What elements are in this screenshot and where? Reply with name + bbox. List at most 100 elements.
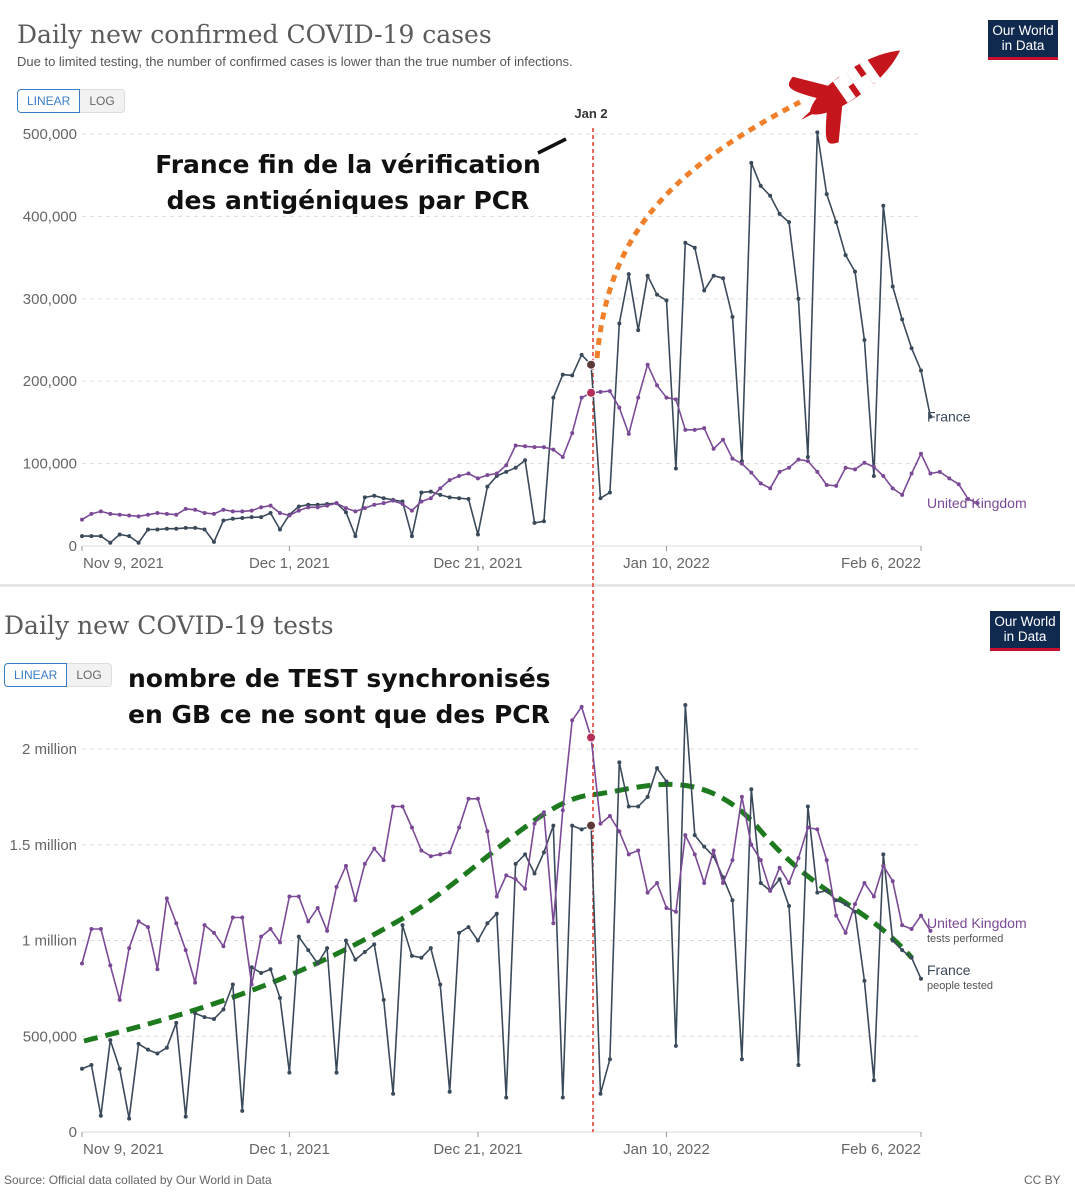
bottom-france-point	[749, 787, 754, 792]
bottom-france-point	[702, 844, 707, 849]
bottom-france-point	[617, 760, 622, 765]
bottom-uk-point	[334, 884, 339, 889]
bottom-france-point	[636, 804, 641, 809]
top-y-tick-label: 0	[69, 538, 77, 555]
top-france-point	[692, 245, 697, 250]
top-uk-point	[230, 509, 235, 514]
bottom-uk-point	[381, 858, 386, 863]
top-france-point	[240, 515, 245, 520]
bottom-france-point	[127, 1116, 132, 1121]
bottom-france-point	[900, 948, 905, 953]
bottom-uk-point	[626, 852, 631, 857]
top-uk-point	[777, 469, 782, 474]
top-x-tick-label: Jan 10, 2022	[623, 555, 710, 572]
top-uk-point	[579, 395, 584, 400]
bottom-france-point	[532, 871, 537, 876]
bottom-grid: 0 500,000 1 million 1.5 million 2 million Nov…	[9, 741, 922, 1158]
top-uk-point	[325, 503, 330, 508]
bottom-log-button[interactable]: LOG	[67, 663, 112, 687]
bottom-uk-point	[315, 905, 320, 910]
top-france-point	[409, 534, 414, 539]
top-annotation: France fin de la vérification des antigé…	[148, 147, 548, 219]
bottom-uk-jan2-point	[586, 732, 597, 743]
license-note[interactable]: CC BY	[1024, 1173, 1061, 1187]
bottom-annotation-line2: en GB ce ne sont que des PCR	[128, 700, 550, 729]
bottom-france-point	[513, 861, 518, 866]
top-france-point	[202, 527, 207, 532]
top-france-point	[211, 539, 216, 544]
top-uk-point	[362, 506, 367, 511]
bottom-uk-point	[457, 825, 462, 830]
top-linear-button[interactable]: LINEAR	[17, 89, 81, 113]
bottom-france-point	[551, 823, 556, 828]
bottom-uk-point	[409, 825, 414, 830]
bottom-series-label-france: France	[927, 962, 971, 978]
bottom-france-point	[796, 1062, 801, 1067]
top-france-point	[193, 525, 198, 530]
top-france-point	[617, 321, 622, 326]
bottom-x-tick-label: Dec 1, 2021	[249, 1141, 330, 1158]
series-layer: France United Kingdom France people tested U…	[80, 130, 1027, 1121]
top-uk-point	[702, 426, 707, 431]
bottom-y-tick-label: 500,000	[23, 1028, 77, 1045]
bottom-uk-point	[136, 919, 141, 924]
top-uk-point	[513, 443, 518, 448]
bottom-uk-point	[259, 934, 264, 939]
top-france-point	[523, 458, 528, 463]
bottom-france-point	[692, 833, 697, 838]
bottom-france-point	[570, 823, 575, 828]
bottom-france-point	[598, 1091, 603, 1096]
top-uk-point	[249, 508, 254, 513]
top-france-point	[787, 220, 792, 225]
top-uk-point	[372, 502, 377, 507]
top-france-point	[551, 395, 556, 400]
top-france-point	[249, 515, 254, 520]
top-x-tick-label: Dec 1, 2021	[249, 555, 330, 572]
bottom-france-point	[787, 904, 792, 909]
top-uk-point	[202, 511, 207, 516]
source-note[interactable]: Source: Official data collated by Our Wo…	[4, 1173, 272, 1187]
top-uk-point	[400, 501, 405, 506]
bottom-uk-point	[174, 921, 179, 926]
top-france-point	[259, 515, 264, 520]
bottom-uk-point	[532, 821, 537, 826]
bottom-france-point	[136, 1041, 141, 1046]
top-uk-point	[645, 362, 650, 367]
top-france-point	[381, 496, 386, 501]
bottom-uk-point	[730, 858, 735, 863]
top-owid-logo[interactable]: Our World in Data	[988, 20, 1058, 60]
top-france-point	[683, 240, 688, 245]
top-uk-point	[127, 513, 132, 518]
bottom-france-point	[362, 949, 367, 954]
bottom-uk-point	[343, 863, 348, 868]
bottom-uk-point	[768, 888, 773, 893]
bottom-uk-point	[664, 905, 669, 910]
bottom-uk-point	[739, 794, 744, 799]
top-france-point	[277, 527, 282, 532]
bottom-france-point	[108, 1038, 113, 1043]
bottom-france-point	[277, 995, 282, 1000]
bottom-linear-button[interactable]: LINEAR	[4, 663, 68, 687]
bottom-france-point	[89, 1062, 94, 1067]
bottom-series-note-uk: tests performed	[927, 933, 1003, 945]
top-uk-point	[805, 459, 810, 464]
top-france-point	[862, 338, 867, 342]
bottom-france-point	[80, 1066, 84, 1071]
bottom-uk-point	[749, 842, 754, 847]
top-uk-point	[211, 511, 216, 516]
top-log-button[interactable]: LOG	[80, 89, 125, 113]
bottom-france-point	[211, 1017, 216, 1022]
top-uk-point	[268, 503, 273, 508]
top-uk-point	[428, 496, 433, 501]
bottom-owid-logo[interactable]: Our World in Data	[990, 611, 1060, 651]
bottom-france-point	[457, 930, 462, 935]
bottom-uk-point	[145, 925, 150, 930]
top-uk-point	[834, 483, 839, 488]
bottom-france-point	[485, 921, 490, 926]
top-france-point	[136, 540, 141, 545]
top-france-point	[636, 328, 641, 333]
jan2-marker-label: Jan 2	[574, 106, 607, 121]
bottom-uk-point	[570, 718, 575, 723]
bottom-france-point	[145, 1047, 150, 1052]
